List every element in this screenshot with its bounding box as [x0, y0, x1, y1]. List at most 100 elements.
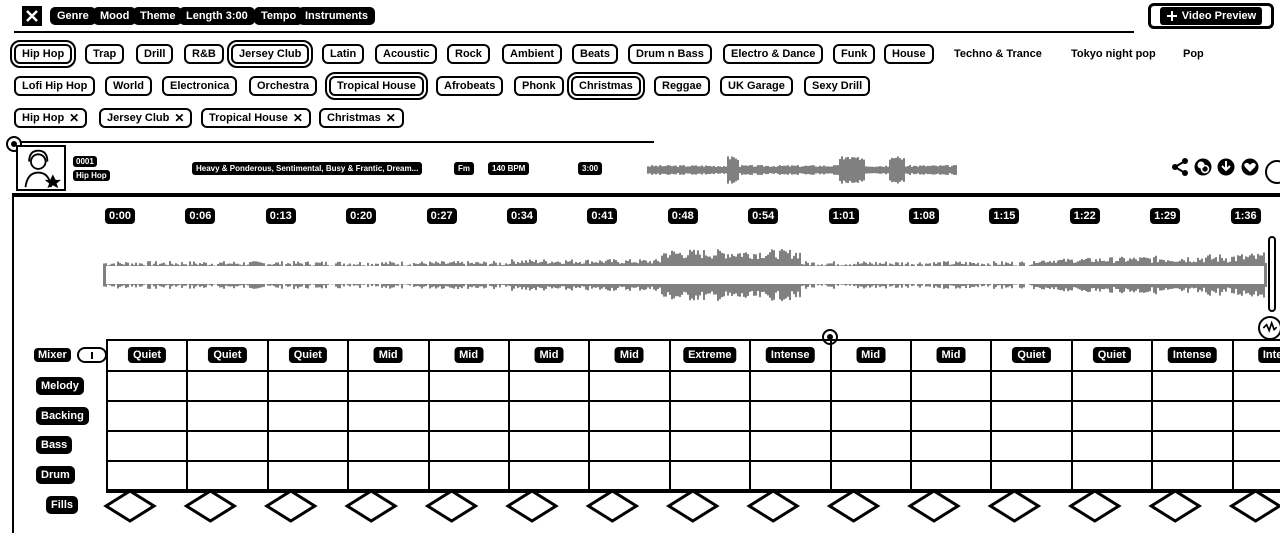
- segment-intensity[interactable]: Quiet: [127, 347, 167, 363]
- genre-house[interactable]: House: [884, 44, 934, 64]
- track-melody: Melody: [36, 377, 84, 395]
- segment-intensity[interactable]: Intense: [1167, 347, 1217, 363]
- active-filter-chip[interactable]: Hip Hop ✕: [14, 108, 88, 128]
- remove-filter-icon[interactable]: ✕: [174, 111, 185, 125]
- active-filter-chip[interactable]: Tropical House ✕: [201, 108, 311, 128]
- fill-marker[interactable]: [424, 489, 479, 523]
- segment-intensity[interactable]: Mid: [936, 347, 966, 363]
- fill-marker[interactable]: [263, 489, 318, 523]
- active-filter-chip[interactable]: Jersey Club ✕: [99, 108, 193, 128]
- video-preview-label: Video Preview: [1181, 10, 1257, 22]
- timeline-tick: 1:29: [1150, 208, 1181, 224]
- share-icon[interactable]: [1170, 157, 1190, 177]
- genre-lofi-hip-hop[interactable]: Lofi Hip Hop: [14, 76, 96, 96]
- genre-drum-n-bass[interactable]: Drum n Bass: [628, 44, 712, 64]
- loop-button[interactable]: [1258, 316, 1280, 340]
- mixer-toggle[interactable]: [76, 347, 107, 363]
- genre-reggae[interactable]: Reggae: [654, 76, 710, 96]
- song-length: 3:00: [578, 162, 603, 175]
- download-icon[interactable]: [1216, 157, 1236, 177]
- genre-funk[interactable]: Funk: [833, 44, 876, 64]
- genre-electro-dance[interactable]: Electro & Dance: [723, 44, 824, 64]
- genre-r-b[interactable]: R&B: [184, 44, 224, 64]
- side-scroll-handle[interactable]: [1265, 160, 1280, 184]
- waveform-end-handle[interactable]: [1268, 236, 1276, 312]
- grid-row-divider: [106, 370, 1280, 372]
- genre-trap[interactable]: Trap: [85, 44, 125, 64]
- segment-intensity[interactable]: Mid: [614, 347, 644, 363]
- track-bass: Bass: [36, 436, 73, 454]
- segment-intensity[interactable]: Quiet: [288, 347, 327, 363]
- timeline-tick: 0:54: [748, 208, 779, 224]
- genre-pop[interactable]: Pop: [1175, 44, 1212, 64]
- genre-jersey-club[interactable]: Jersey Club: [226, 40, 314, 68]
- genre-beats[interactable]: Beats: [572, 44, 618, 64]
- active-filter-chip[interactable]: Christmas ✕: [319, 108, 404, 128]
- segment-intensity[interactable]: Mid: [856, 347, 886, 363]
- video-preview-button[interactable]: Video Preview: [1148, 3, 1274, 29]
- fill-marker[interactable]: [826, 489, 881, 523]
- genre-electronica[interactable]: Electronica: [162, 76, 238, 96]
- genre-latin[interactable]: Latin: [322, 44, 365, 64]
- genre-hip-hop[interactable]: Hip Hop: [9, 40, 77, 68]
- fill-marker[interactable]: [907, 489, 961, 523]
- genre-ambient[interactable]: Ambient: [502, 44, 562, 64]
- genre-world[interactable]: World: [105, 76, 152, 96]
- fill-marker[interactable]: [505, 489, 559, 523]
- segment-intensity[interactable]: Mid: [373, 347, 403, 363]
- genre-drill[interactable]: Drill: [136, 44, 174, 64]
- segment-intensity[interactable]: Extreme: [683, 347, 737, 363]
- wave-loop-icon: [1262, 320, 1278, 333]
- fill-marker[interactable]: [1148, 489, 1203, 523]
- tab-genre[interactable]: Genre: [50, 7, 96, 25]
- segment-intensity[interactable]: Quiet: [1012, 347, 1051, 363]
- plus-icon: [1166, 11, 1177, 21]
- segment-intensity[interactable]: Inte: [1257, 347, 1280, 363]
- remove-filter-icon[interactable]: ✕: [385, 111, 396, 125]
- tab-tempo[interactable]: Tempo: [254, 7, 304, 25]
- close-button[interactable]: [22, 6, 42, 26]
- song-mini-waveform[interactable]: [646, 155, 962, 185]
- genre-phonk[interactable]: Phonk: [514, 76, 564, 96]
- remix-icon[interactable]: [1193, 157, 1213, 177]
- active-filter-label: Jersey Club: [107, 112, 170, 124]
- fill-marker[interactable]: [987, 489, 1042, 523]
- main-waveform[interactable]: [100, 228, 1280, 318]
- heart-icon[interactable]: [1240, 157, 1260, 177]
- tab-theme[interactable]: Theme: [133, 7, 183, 25]
- fill-marker[interactable]: [103, 489, 157, 523]
- genre-christmas[interactable]: Christmas: [567, 72, 645, 100]
- segment-intensity[interactable]: Quiet: [208, 347, 247, 363]
- fill-marker[interactable]: [665, 489, 720, 523]
- fill-marker[interactable]: [344, 489, 399, 523]
- remove-filter-icon[interactable]: ✕: [69, 111, 80, 125]
- grid-row-divider: [106, 460, 1280, 462]
- fills-row[interactable]: [100, 489, 1280, 523]
- tab-length-3-00[interactable]: Length 3:00: [179, 7, 255, 25]
- fill-marker[interactable]: [746, 489, 801, 523]
- segment-intensity[interactable]: Mid: [454, 347, 484, 363]
- fill-marker[interactable]: [1228, 489, 1280, 523]
- tab-mood[interactable]: Mood: [93, 7, 137, 25]
- genre-rock[interactable]: Rock: [447, 44, 490, 64]
- genre-uk-garage[interactable]: UK Garage: [720, 76, 793, 96]
- mixer-label: Mixer: [34, 348, 71, 362]
- avatar-person-icon: [24, 149, 62, 189]
- segment-intensity[interactable]: Intense: [765, 347, 815, 363]
- genre-acoustic[interactable]: Acoustic: [375, 44, 438, 64]
- genre-afrobeats[interactable]: Afrobeats: [436, 76, 504, 96]
- fill-marker[interactable]: [1067, 489, 1122, 523]
- genre-tropical-house[interactable]: Tropical House: [325, 72, 428, 100]
- genre-techno-trance[interactable]: Techno & Trance: [946, 44, 1050, 64]
- segment-intensity[interactable]: Quiet: [1092, 347, 1131, 363]
- timeline-tick: 1:08: [908, 208, 940, 224]
- remove-filter-icon[interactable]: ✕: [292, 111, 303, 125]
- genre-sexy-drill[interactable]: Sexy Drill: [804, 76, 871, 96]
- fill-marker[interactable]: [585, 489, 640, 523]
- timeline-tick: 1:01: [828, 208, 859, 224]
- segment-intensity[interactable]: Mid: [534, 347, 564, 363]
- tab-instruments[interactable]: Instruments: [298, 7, 375, 25]
- fill-marker[interactable]: [183, 489, 238, 523]
- genre-orchestra[interactable]: Orchestra: [249, 76, 317, 96]
- genre-tokyo-night-pop[interactable]: Tokyo night pop: [1063, 44, 1164, 64]
